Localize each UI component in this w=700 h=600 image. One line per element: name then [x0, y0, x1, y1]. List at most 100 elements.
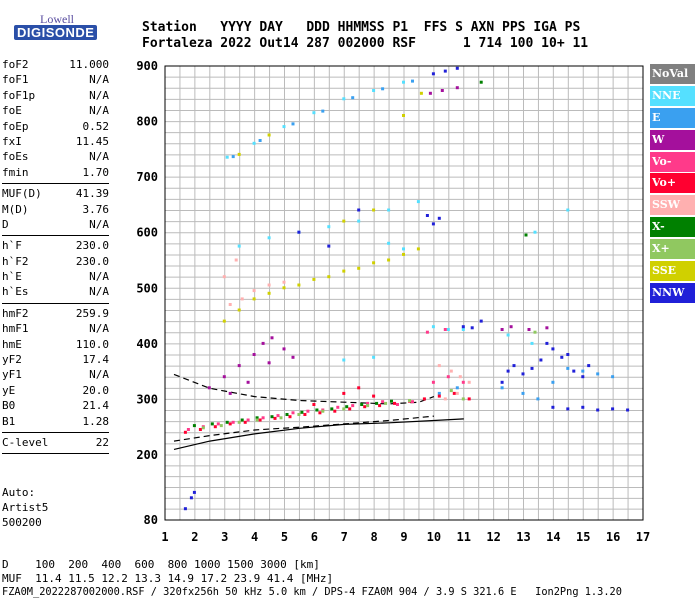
data-point: [267, 133, 271, 137]
data-point: [372, 208, 376, 212]
profile-curve: [173, 418, 464, 450]
data-point: [282, 286, 286, 290]
data-point: [291, 355, 295, 359]
data-point: [455, 391, 459, 395]
param-value: N/A: [89, 104, 109, 118]
data-point: [210, 422, 214, 426]
data-point: [237, 364, 241, 368]
x-tick-label: 9: [400, 530, 407, 544]
param-row: B0 21.4: [2, 399, 109, 414]
data-point: [470, 326, 474, 330]
data-point: [455, 386, 459, 390]
data-point: [533, 230, 537, 234]
data-point: [509, 325, 513, 329]
param-row: yE 20.0: [2, 384, 109, 399]
legend-item: Vo-: [650, 151, 695, 172]
x-tick-label: 8: [371, 530, 378, 544]
param-row: h`Es N/A: [2, 285, 109, 300]
data-point: [261, 416, 265, 420]
param-name: h`Es: [2, 285, 29, 299]
data-point: [408, 399, 411, 403]
data-point: [372, 89, 376, 92]
data-point: [416, 200, 420, 204]
data-point: [372, 394, 376, 398]
data-point: [375, 401, 379, 405]
x-tick-label: 11: [457, 530, 471, 544]
x-tick-label: 14: [546, 530, 560, 544]
y-tick-label: 600: [136, 226, 158, 240]
header-values: Fortaleza 2022 Out14 287 002000 RSF 1 71…: [142, 36, 589, 51]
data-point: [461, 380, 465, 384]
data-point: [333, 409, 337, 413]
data-point: [455, 86, 459, 90]
data-point: [252, 297, 256, 301]
data-point: [261, 341, 265, 345]
data-point: [273, 416, 277, 420]
data-point: [449, 389, 453, 393]
data-point: [270, 415, 274, 419]
data-point: [437, 394, 441, 398]
data-point: [282, 125, 286, 129]
legend-item: X+: [650, 239, 695, 260]
y-tick-label: 80: [144, 513, 158, 527]
param-row: foEp 0.52: [2, 120, 109, 135]
data-point: [366, 401, 370, 405]
data-point: [267, 236, 271, 240]
legend-item: E: [650, 107, 695, 128]
param-value: 22: [95, 435, 109, 449]
data-point: [246, 380, 250, 384]
data-point: [228, 422, 232, 426]
data-point: [461, 325, 465, 329]
x-tick-label: 10: [427, 530, 441, 544]
data-point: [455, 66, 459, 70]
param-value: 0.52: [82, 119, 110, 133]
data-point: [411, 79, 414, 83]
data-point: [315, 408, 319, 412]
data-point: [372, 261, 376, 265]
data-point: [545, 341, 549, 345]
data-point: [402, 252, 405, 256]
data-point: [527, 328, 531, 331]
data-point: [396, 403, 399, 406]
param-name: B0: [2, 399, 16, 413]
x-tick-label: 6: [311, 530, 318, 544]
data-point: [252, 353, 256, 356]
data-point: [243, 420, 247, 424]
data-point: [366, 404, 370, 408]
param-name: hmF2: [2, 306, 29, 320]
legend-item: NoVal: [650, 64, 695, 84]
data-point: [285, 413, 289, 416]
data-point: [539, 358, 543, 362]
data-point: [452, 391, 456, 395]
param-value: 20.0: [82, 383, 110, 397]
data-point: [192, 490, 196, 494]
data-point: [437, 364, 441, 368]
data-point: [566, 353, 570, 356]
data-point: [252, 141, 256, 145]
data-point: [228, 391, 232, 395]
param-name: foEp: [2, 119, 29, 133]
data-point: [551, 347, 555, 351]
data-point: [411, 400, 414, 404]
param-value: 230.0: [75, 239, 109, 253]
data-point: [351, 404, 355, 408]
data-point: [327, 225, 331, 229]
plot-frame: [164, 65, 644, 521]
param-value: 1.70: [82, 165, 110, 179]
data-point: [219, 424, 223, 428]
data-point: [500, 328, 504, 331]
data-point: [291, 411, 295, 415]
data-point: [566, 407, 570, 411]
data-point: [234, 258, 238, 262]
data-point: [402, 80, 405, 84]
data-point: [258, 418, 262, 422]
data-point: [267, 283, 271, 287]
data-point: [348, 407, 352, 411]
data-point: [216, 422, 220, 426]
x-tick-label: 3: [221, 530, 228, 544]
data-point: [506, 333, 510, 337]
data-point: [327, 275, 331, 279]
data-point: [446, 328, 450, 331]
data-point: [443, 69, 447, 73]
scaled-parameters-panel: foF2 11.000 foF1 N/A foF1p N/A foE N/A foEp 0.52 f…: [2, 58, 109, 457]
